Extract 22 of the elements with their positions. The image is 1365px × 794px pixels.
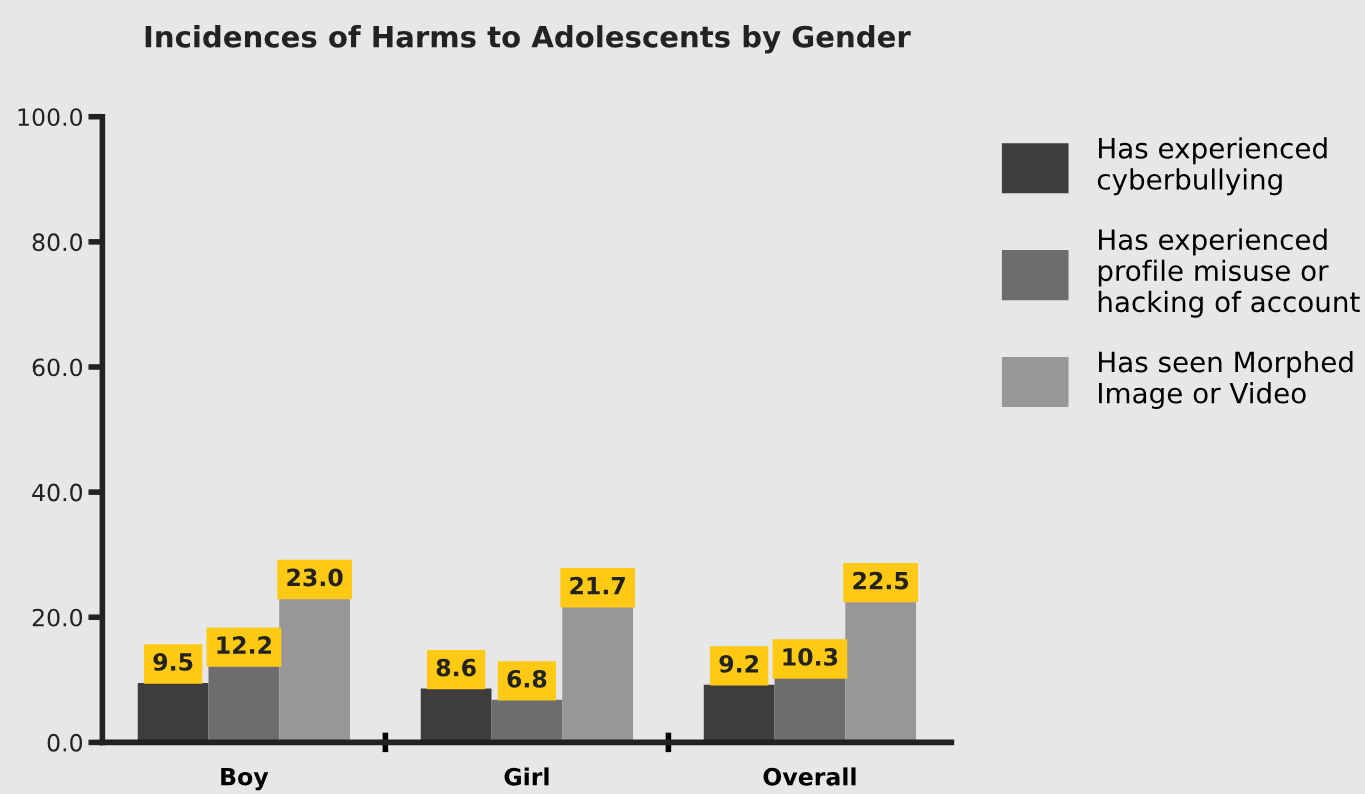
data-label: 10.3: [783, 648, 838, 666]
data-label: 9.2: [719, 654, 759, 673]
y-tick-label: 80.0: [32, 233, 83, 252]
x-tick-label: Boy: [221, 767, 269, 791]
legend-label: Has experienced cyberbullying: [1097, 137, 1327, 196]
legend-label: Has experienced profile misuse or hacking of account: [1098, 228, 1360, 318]
data-label: 22.5: [853, 571, 909, 590]
chart-title: Incidences of Harms to Adolescents by Gender: [145, 25, 911, 54]
data-label: 6.8: [507, 669, 547, 688]
data-label: 23.0: [287, 568, 343, 587]
data-label: 8.6: [436, 658, 476, 677]
data-label: 21.7: [570, 576, 625, 595]
y-tick-label: 100.0: [18, 108, 83, 127]
x-tick-label: Girl: [504, 767, 549, 786]
legend-label: Has seen Morphed Image or Video: [1099, 351, 1353, 409]
data-label: 12.2: [217, 636, 271, 654]
y-tick-label: 20.0: [32, 608, 83, 627]
y-tick-label: 0.0: [47, 733, 83, 752]
x-tick-label: Overall: [763, 767, 856, 786]
data-label: 9.5: [153, 653, 193, 671]
y-tick-label: 40.0: [32, 483, 83, 502]
y-tick-label: 60.0: [32, 358, 83, 377]
